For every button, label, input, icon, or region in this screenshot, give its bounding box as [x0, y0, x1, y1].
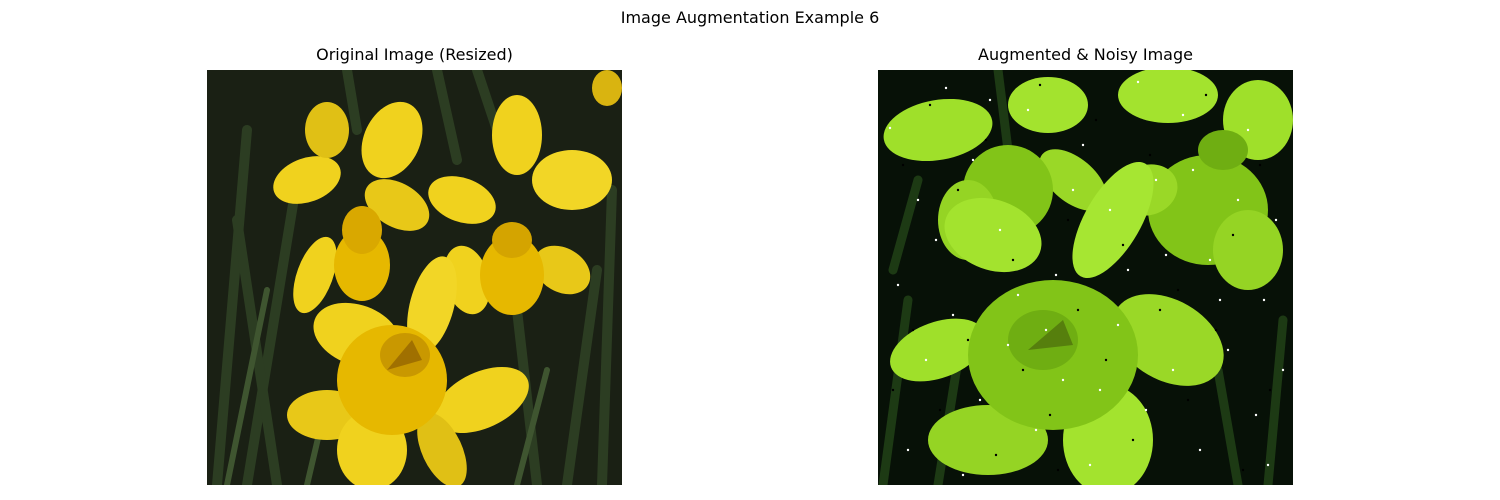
original-image-title: Original Image (Resized)	[316, 45, 513, 64]
augmented-image-title: Augmented & Noisy Image	[978, 45, 1193, 64]
figure-title: Image Augmentation Example 6	[620, 8, 880, 27]
augmented-image	[878, 70, 1293, 485]
original-image	[207, 70, 622, 485]
